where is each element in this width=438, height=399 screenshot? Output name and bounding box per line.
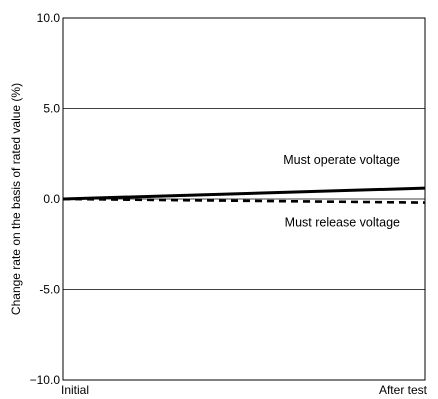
x-tick-label: After test (379, 383, 428, 397)
y-tick-label: 0.0 (43, 192, 60, 206)
y-tick-label: 5.0 (43, 102, 60, 116)
y-axis-label: Change rate on the basis of rated value … (9, 83, 23, 315)
x-tick-label: Initial (61, 383, 89, 397)
series-line (63, 188, 425, 199)
series-layer (63, 188, 425, 202)
y-tick-label: -5.0 (39, 283, 60, 297)
series-label: Must operate voltage (283, 153, 400, 167)
y-tick-label: 10.0 (37, 11, 61, 25)
y-tick-label: −10.0 (30, 373, 61, 387)
series-line (63, 199, 425, 203)
series-label: Must release voltage (285, 216, 400, 230)
